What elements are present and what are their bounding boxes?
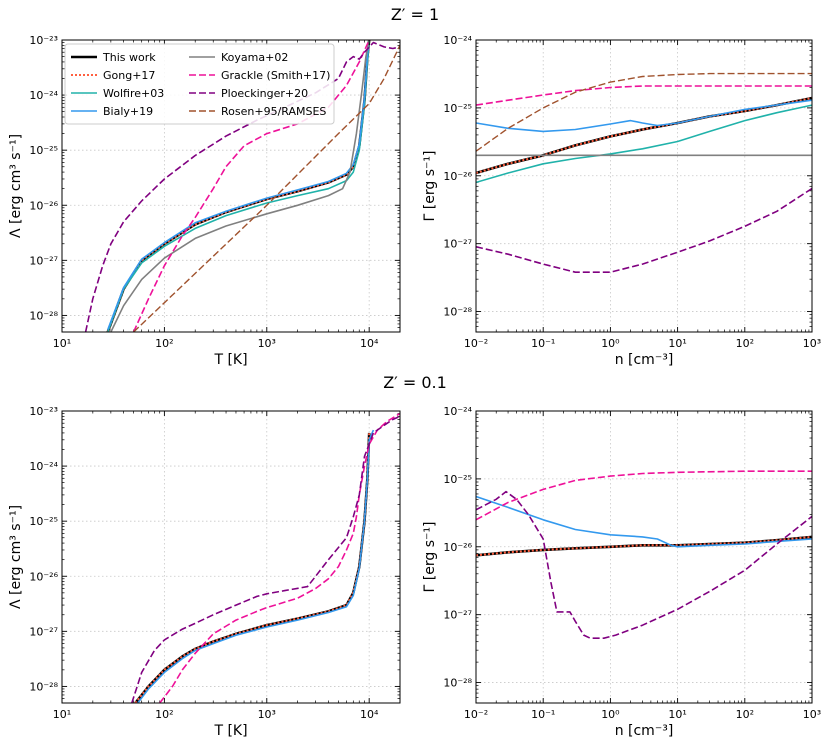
series-line-this-work (476, 535, 812, 557)
y-tick-label: 10⁻²⁶ (443, 541, 472, 554)
series-line-this-work (134, 432, 371, 703)
x-tick-label: 10³ (258, 337, 276, 350)
series-line-wolfire-03 (476, 104, 812, 184)
y-tick-label: 10⁻²⁷ (29, 254, 58, 267)
x-tick-label: 10⁻¹ (531, 337, 555, 350)
series-group (476, 470, 812, 640)
y-tick-label: 10⁻²⁸ (29, 680, 58, 693)
x-axis-label: n [cm⁻³] (615, 352, 674, 368)
y-tick-label: 10⁻²⁶ (443, 170, 472, 183)
x-tick-label: 10¹ (53, 708, 71, 721)
y-tick-label: 10⁻²³ (29, 34, 58, 47)
x-tick-label: 10² (155, 337, 173, 350)
series-line-grackle-smith-17 (476, 85, 812, 106)
series-line-bialy-19 (137, 429, 375, 703)
plot-frame (61, 39, 401, 333)
x-axis-label: T [K] (213, 723, 247, 739)
y-tick-label: 10⁻²⁶ (29, 570, 58, 583)
panel-2: 10⁻² 10⁻¹ 10⁰ 10¹ 10² 10³ 10⁻²⁸ 10⁻²⁷ 10⁻²⁶ 10⁻²⁵… (422, 34, 821, 368)
series-group (84, 40, 400, 332)
y-tick-label: 10⁻²⁷ (443, 609, 472, 622)
x-tick-label: 10³ (803, 708, 821, 721)
legend-label-rosen-95-ramses: Rosen+95/RAMSES (221, 105, 326, 118)
y-axis-label: Λ [erg cm³ s⁻¹] (8, 134, 24, 238)
y-axis-label: Λ [erg cm³ s⁻¹] (8, 505, 24, 609)
legend-label-bialy-19: Bialy+19 (103, 105, 153, 118)
x-tick-label: 10⁻¹ (531, 708, 555, 721)
series-group (476, 72, 812, 274)
legend-box (64, 43, 335, 125)
panel-3: 10¹ 10² 10³ 10⁴ 10⁻²⁸ 10⁻²⁷ 10⁻²⁶ 10⁻²⁵ 10⁻²⁴ 10⁻… (8, 405, 401, 739)
x-tick-label: 10² (155, 708, 173, 721)
x-tick-label: 10¹ (668, 337, 686, 350)
series-line-this-work (476, 96, 812, 175)
series-line-gong-17 (476, 535, 812, 557)
x-tick-label: 10² (736, 337, 754, 350)
y-tick-label: 10⁻²⁸ (443, 677, 472, 690)
series-line-grackle-smith-17 (132, 40, 370, 332)
y-axis-label: Γ [erg s⁻¹] (422, 151, 438, 222)
series-line-bialy-19 (107, 40, 370, 330)
x-axis-label: T [K] (213, 352, 247, 368)
y-tick-label: 10⁻²⁴ (29, 460, 58, 473)
legend-label-this-work: This work (102, 51, 156, 64)
plot-frame (475, 410, 813, 704)
y-tick-label: 10⁻²⁴ (29, 89, 58, 102)
x-tick-label: 10³ (803, 337, 821, 350)
legend-label-wolfire-03: Wolfire+03 (103, 87, 164, 100)
y-tick-label: 10⁻²⁵ (29, 144, 58, 157)
x-tick-label: 10⁴ (360, 708, 379, 721)
series-group (131, 412, 400, 703)
legend-label-gong-17: Gong+17 (103, 69, 155, 82)
plot-frame (475, 39, 813, 333)
x-tick-label: 10² (736, 708, 754, 721)
y-tick-label: 10⁻²⁴ (443, 34, 472, 47)
x-tick-label: 10³ (258, 708, 276, 721)
y-tick-label: 10⁻²⁷ (29, 625, 58, 638)
series-line-ploeckinger-20 (476, 490, 812, 640)
series-line-grackle-smith-17 (476, 470, 812, 521)
series-line-rosen-95-ramses (476, 72, 812, 152)
series-line-gong-17 (476, 97, 812, 174)
x-axis-label: n [cm⁻³] (615, 723, 674, 739)
legend-label-koyama-02: Koyama+02 (221, 51, 288, 64)
y-tick-label: 10⁻²⁸ (443, 306, 472, 319)
panel-4: 10⁻² 10⁻¹ 10⁰ 10¹ 10² 10³ 10⁻²⁸ 10⁻²⁷ 10⁻²⁶ 10⁻²⁵… (422, 405, 821, 739)
x-tick-label: 10¹ (668, 708, 686, 721)
top-row-title: Z′ = 1 (391, 5, 439, 24)
y-axis-label: Γ [erg s⁻¹] (422, 522, 438, 593)
series-line-gong-17 (106, 40, 371, 332)
x-tick-label: 10¹ (53, 337, 71, 350)
series-line-gong-17 (134, 432, 371, 703)
y-tick-label: 10⁻²³ (29, 405, 58, 418)
x-tick-label: 10⁰ (601, 337, 620, 350)
plot-frame (61, 410, 401, 704)
series-line-grackle-smith-17 (159, 412, 400, 703)
bottom-row-title: Z′ = 0.1 (383, 373, 447, 392)
series-line-rosen-95-ramses (133, 44, 400, 332)
x-tick-label: 10⁴ (360, 337, 379, 350)
legend: This work Gong+17 Wolfire+03 Bialy+19 Koyama… (64, 43, 335, 125)
series-line-ploeckinger-20 (84, 41, 400, 332)
y-tick-label: 10⁻²⁵ (29, 515, 58, 528)
series-line-koyama-02 (110, 40, 370, 332)
y-tick-label: 10⁻²⁴ (443, 405, 472, 418)
series-line-bialy-19 (476, 495, 812, 548)
panel-1: 10¹ 10² 10³ 10⁴ 10⁻²⁸ 10⁻²⁷ 10⁻²⁶ 10⁻²⁵ 10⁻²⁴ 10⁻… (8, 34, 401, 368)
series-line-bialy-19 (476, 99, 812, 133)
series-line-ploeckinger-20 (476, 187, 812, 274)
x-tick-label: 10⁻² (464, 708, 488, 721)
y-tick-label: 10⁻²⁷ (443, 238, 472, 251)
x-tick-label: 10⁻² (464, 337, 488, 350)
y-tick-label: 10⁻²⁸ (29, 309, 58, 322)
legend-label-grackle-smith-17: Grackle (Smith+17) (221, 69, 330, 82)
y-tick-label: 10⁻²⁶ (29, 199, 58, 212)
series-line-ploeckinger-20 (131, 415, 400, 703)
y-tick-label: 10⁻²⁵ (443, 473, 472, 486)
y-tick-label: 10⁻²⁵ (443, 102, 472, 115)
legend-label-ploeckinger-20: Ploeckinger+20 (221, 87, 308, 100)
x-tick-label: 10⁰ (601, 708, 620, 721)
